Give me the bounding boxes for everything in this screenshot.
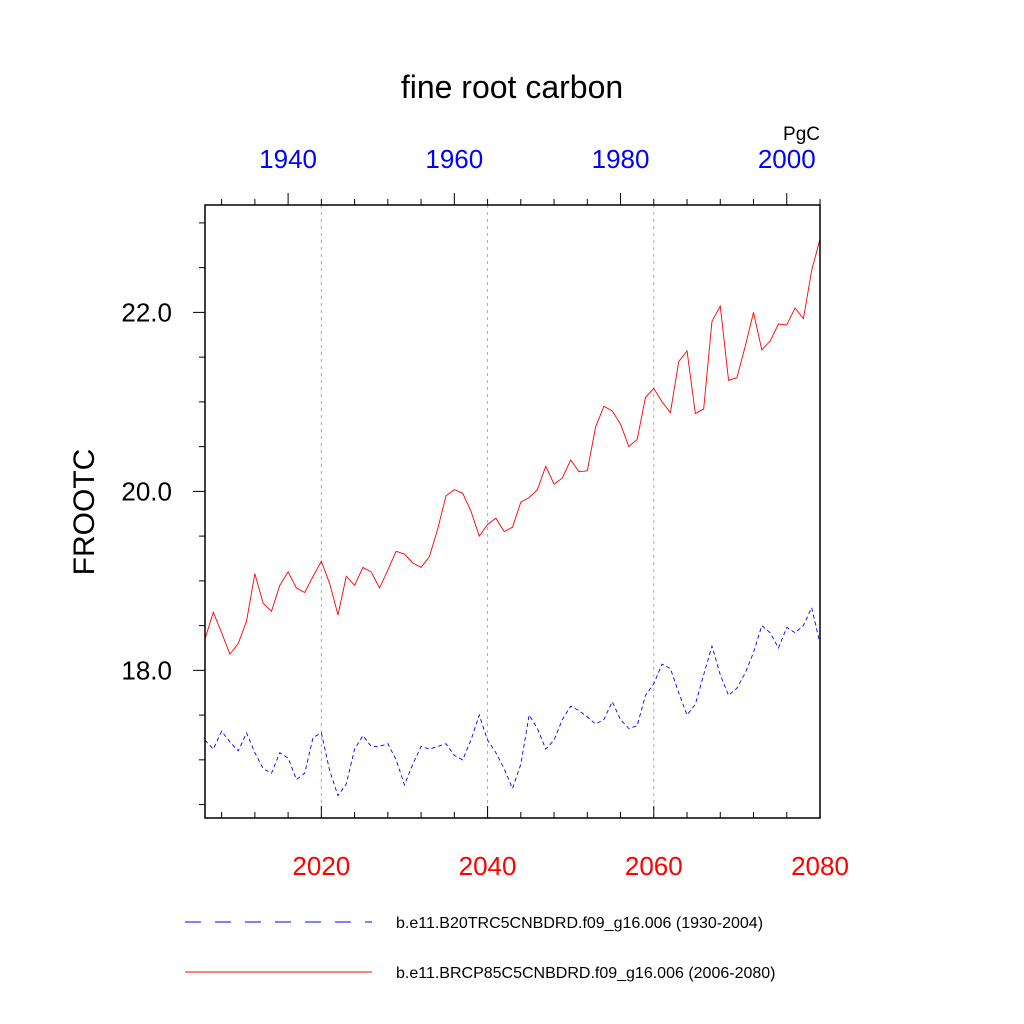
top-tick-label-2000: 2000 — [758, 144, 816, 174]
y-tick-label-22.0: 22.0 — [121, 297, 172, 327]
top-tick-label-1940: 1940 — [259, 144, 317, 174]
chart-title: fine root carbon — [401, 69, 623, 105]
tick-marks — [193, 193, 821, 818]
bottom-tick-label-2060: 2060 — [625, 851, 683, 881]
tick-labels: 2020 2040 2060 2080 1940 1960 1980 2000 18.0 20.0… — [121, 144, 849, 881]
legend-label-1: b.e11.B20TRC5CNBDRD.f09_g16.006 (1930-20… — [396, 915, 763, 932]
legend-label-0: b.e11.BRCP85C5CNBDRD.f09_g16.006 (2006-2… — [396, 965, 775, 982]
series-line-1 — [204, 606, 821, 797]
top-tick-label-1980: 1980 — [592, 144, 650, 174]
top-tick-label-1960: 1960 — [425, 144, 483, 174]
bottom-tick-label-2020: 2020 — [292, 851, 350, 881]
series-line-0 — [204, 238, 821, 656]
plot-frame — [204, 204, 821, 819]
y-tick-label-20.0: 20.0 — [121, 476, 172, 506]
legend: b.e11.B20TRC5CNBDRD.f09_g16.006 (1930-20… — [185, 915, 775, 982]
series-layer — [204, 238, 821, 797]
bottom-tick-label-2040: 2040 — [459, 851, 517, 881]
bottom-tick-label-2080: 2080 — [791, 851, 849, 881]
y-tick-label-18.0: 18.0 — [121, 655, 172, 685]
units-label: PgC — [783, 124, 820, 145]
y-axis-label: FROOTC — [68, 449, 101, 576]
gridlines — [320, 205, 655, 818]
